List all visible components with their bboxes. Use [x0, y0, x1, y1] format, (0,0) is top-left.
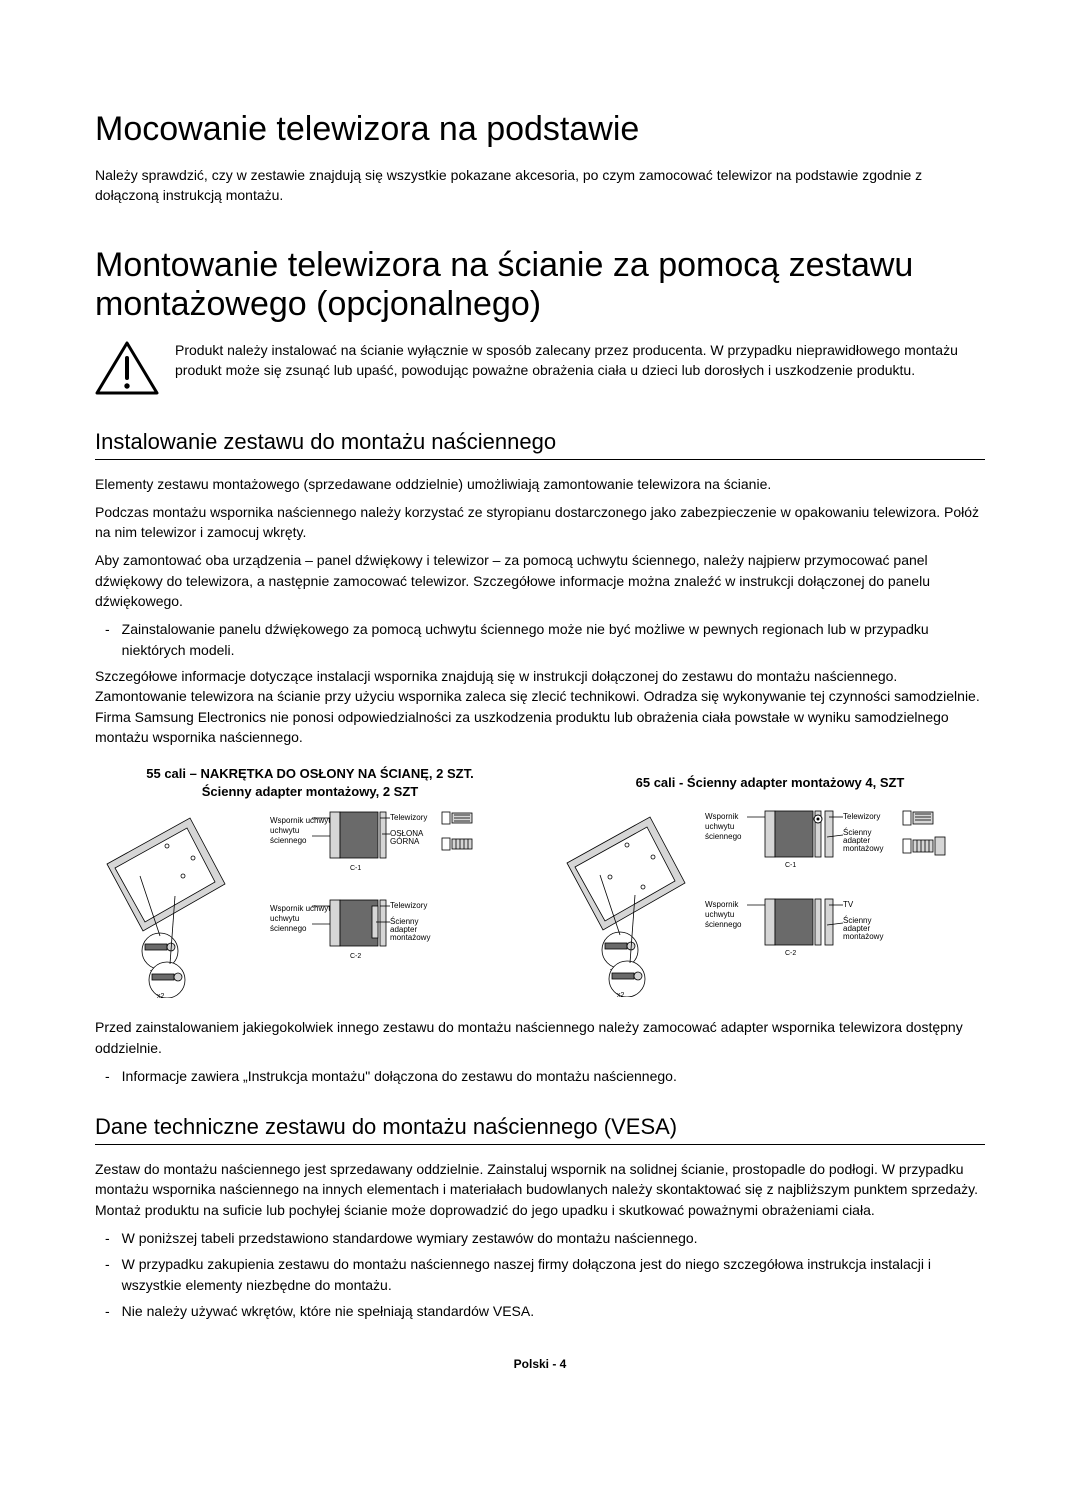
dash-soundbar-text: Zainstalowanie panelu dźwiękowego za pom…	[122, 619, 985, 660]
p-install-2: Podczas montażu wspornika naściennego na…	[95, 502, 985, 543]
h1-wall: Montowanie telewizora na ścianie za pomo…	[95, 246, 985, 324]
page-footer: Polski - 4	[95, 1357, 985, 1371]
diagram-65-svg: x2 x2 Wspornik uchwytu ściennego	[555, 807, 985, 1002]
svg-text:C-2: C-2	[350, 953, 361, 960]
svg-text:uchwytu: uchwytu	[270, 914, 299, 923]
svg-text:x2: x2	[157, 993, 165, 998]
warning-text: Produkt należy instalować na ścianie wył…	[175, 340, 985, 381]
svg-text:uchwytu: uchwytu	[705, 910, 734, 919]
p-install-3: Aby zamontować oba urządzenia – panel dź…	[95, 550, 985, 611]
h2-install: Instalowanie zestawu do montażu naścienn…	[95, 429, 985, 460]
p-vesa: Zestaw do montażu naściennego jest sprze…	[95, 1159, 985, 1220]
warning-icon	[95, 340, 159, 401]
p-install-1: Elementy zestawu montażowego (sprzedawan…	[95, 474, 985, 494]
svg-text:C-1: C-1	[785, 862, 796, 869]
svg-text:montażowy: montażowy	[843, 932, 883, 941]
svg-text:Telewizory: Telewizory	[390, 813, 427, 822]
svg-text:C-1: C-1	[350, 865, 361, 872]
warning-row: Produkt należy instalować na ścianie wył…	[95, 340, 985, 401]
svg-text:TV: TV	[843, 900, 854, 909]
svg-text:Telewizory: Telewizory	[843, 812, 880, 821]
svg-text:Telewizory: Telewizory	[390, 901, 427, 910]
p-stand: Należy sprawdzić, czy w zestawie znajduj…	[95, 165, 985, 206]
p-install-4: Szczegółowe informacje dotyczące instala…	[95, 666, 985, 747]
dash-after-diag: - Informacje zawiera „Instrukcja montażu…	[95, 1066, 985, 1086]
dash-vesa-3-text: Nie należy używać wkrętów, które nie spe…	[122, 1301, 534, 1321]
svg-text:C-2: C-2	[785, 950, 796, 957]
svg-text:uchwytu: uchwytu	[705, 822, 734, 831]
diagram-65: 65 cali - Ścienny adapter montażowy 4, S…	[555, 765, 985, 1003]
dash-vesa-3: - Nie należy używać wkrętów, które nie s…	[95, 1301, 985, 1321]
diagram-65-title: 65 cali - Ścienny adapter montażowy 4, S…	[555, 765, 985, 799]
h2-vesa: Dane techniczne zestawu do montażu naści…	[95, 1114, 985, 1145]
svg-text:ściennego: ściennego	[705, 832, 742, 841]
p-after-diag: Przed zainstalowaniem jakiegokolwiek inn…	[95, 1017, 985, 1058]
dash-soundbar: - Zainstalowanie panelu dźwiękowego za p…	[95, 619, 985, 660]
diagram-55-title: 55 cali – NAKRĘTKA DO OSŁONY NA ŚCIANĘ, …	[95, 765, 525, 800]
svg-text:montażowy: montażowy	[390, 933, 430, 942]
svg-text:ściennego: ściennego	[705, 920, 742, 929]
svg-text:uchwytu: uchwytu	[270, 826, 299, 835]
svg-text:Wspornik: Wspornik	[705, 900, 739, 909]
dash-after-diag-text: Informacje zawiera „Instrukcja montażu" …	[122, 1066, 677, 1086]
diagram-row: 55 cali – NAKRĘTKA DO OSŁONY NA ŚCIANĘ, …	[95, 765, 985, 1003]
svg-text:x2: x2	[617, 992, 625, 997]
svg-text:ściennego: ściennego	[270, 836, 307, 845]
dash-vesa-1: - W poniższej tabeli przedstawiono stand…	[95, 1228, 985, 1248]
svg-text:GÓRNA: GÓRNA	[390, 837, 420, 846]
dash-vesa-1-text: W poniższej tabeli przedstawiono standar…	[122, 1228, 698, 1248]
diagram-55: 55 cali – NAKRĘTKA DO OSŁONY NA ŚCIANĘ, …	[95, 765, 525, 1003]
dash-vesa-2: - W przypadku zakupienia zestawu do mont…	[95, 1254, 985, 1295]
dash-vesa-2-text: W przypadku zakupienia zestawu do montaż…	[122, 1254, 985, 1295]
svg-text:ściennego: ściennego	[270, 924, 307, 933]
svg-text:montażowy: montażowy	[843, 844, 883, 853]
h1-stand: Mocowanie telewizora na podstawie	[95, 110, 985, 149]
diagram-55-svg: x2 x2 Wspornik uchwytu ściennego uchwytu…	[95, 808, 525, 1003]
svg-text:Wspornik: Wspornik	[705, 812, 739, 821]
